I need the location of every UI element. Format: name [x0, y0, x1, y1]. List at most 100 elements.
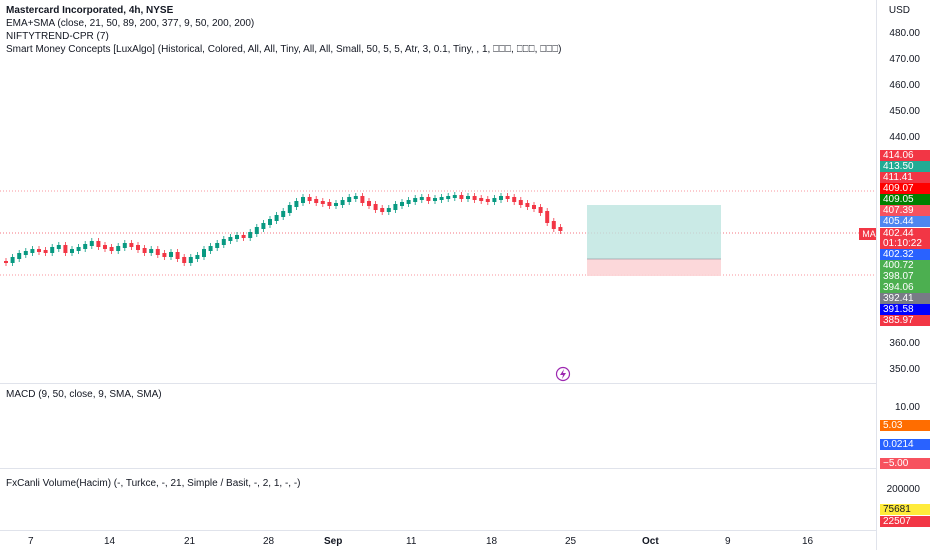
- candle-body: [439, 197, 444, 200]
- candle-body: [479, 198, 484, 201]
- price-tick: 480.00: [889, 28, 920, 39]
- candle-body: [386, 208, 391, 212]
- candle-body: [314, 199, 319, 203]
- candle-body: [30, 249, 35, 253]
- macd-legend[interactable]: MACD (9, 50, close, 9, SMA, SMA): [6, 389, 162, 400]
- candle-body: [96, 241, 101, 247]
- stop-loss-zone: [587, 259, 721, 276]
- symbol-title[interactable]: Mastercard Incorporated, 4h, NYSE: [6, 5, 174, 16]
- time-tick: 11: [406, 536, 417, 547]
- price-tag: 405.44: [880, 216, 930, 227]
- time-tick: 25: [565, 536, 577, 547]
- candle-body: [433, 198, 437, 201]
- candle-body: [136, 245, 140, 250]
- currency-label: USD: [888, 5, 910, 16]
- candles-group: [4, 192, 563, 266]
- pane-separator-volume[interactable]: [0, 468, 877, 469]
- candle-body: [142, 248, 147, 253]
- candle-body: [505, 196, 510, 199]
- time-axis[interactable]: [0, 530, 877, 551]
- candle-body: [327, 202, 332, 206]
- candle-body: [109, 247, 114, 251]
- candle-body: [116, 246, 121, 251]
- candle-body: [532, 205, 536, 209]
- candle-body: [103, 245, 107, 249]
- candle-body: [63, 245, 68, 253]
- price-tag: 409.05: [880, 194, 930, 205]
- candle-body: [347, 197, 352, 202]
- candle-body: [202, 249, 206, 257]
- indicator-ema-sma[interactable]: EMA+SMA (close, 21, 50, 89, 200, 377, 9,…: [6, 18, 255, 29]
- time-tick: Sep: [324, 536, 343, 547]
- candle-body: [413, 198, 418, 202]
- candle-body: [512, 197, 517, 202]
- candle-body: [340, 200, 345, 205]
- volume-tag: 75681: [880, 504, 930, 515]
- price-tag: 407.39: [880, 205, 930, 216]
- volume-legend[interactable]: FxCanli Volume(Hacim) (-, Turkce, -, 21,…: [6, 478, 301, 489]
- candle-body: [50, 247, 55, 253]
- candle-body: [558, 227, 563, 231]
- candle-body: [268, 219, 272, 225]
- price-tick: 470.00: [889, 54, 920, 65]
- time-tick: 9: [725, 536, 731, 547]
- indicator-niftytrend[interactable]: NIFTYTREND-CPR (7): [6, 31, 109, 42]
- time-tick: Oct: [642, 536, 659, 547]
- candle-body: [353, 196, 358, 199]
- candle-body: [70, 249, 74, 253]
- candle-body: [23, 251, 28, 255]
- candle-body: [373, 204, 378, 210]
- main-price-chart[interactable]: [0, 0, 877, 383]
- candle-body: [76, 247, 81, 251]
- candle-body: [301, 197, 305, 203]
- chart-legend: Mastercard Incorporated, 4h, NYSE EMA+SM…: [6, 4, 562, 56]
- price-tag: 394.06: [880, 282, 930, 293]
- candle-body: [400, 202, 404, 206]
- candle-body: [228, 237, 233, 241]
- candle-body: [525, 203, 530, 207]
- price-tag: 414.06: [880, 150, 930, 161]
- candle-body: [499, 196, 503, 200]
- candle-body: [208, 246, 213, 251]
- price-tick: 460.00: [889, 80, 920, 91]
- macd-tag: 5.03: [880, 420, 930, 431]
- candle-body: [122, 243, 127, 248]
- volume-tag: 22507: [880, 516, 930, 527]
- price-axis[interactable]: USD 480.00 470.00 460.00 450.00 440.00 3…: [876, 0, 932, 550]
- candle-body: [518, 200, 523, 205]
- candle-body: [419, 197, 424, 200]
- candle-body: [182, 257, 187, 263]
- candle-body: [307, 197, 312, 201]
- candle-body: [162, 253, 167, 257]
- indicator-smc[interactable]: Smart Money Concepts [LuxAlgo] (Historic…: [6, 44, 562, 55]
- candle-body: [492, 198, 497, 202]
- candle-body: [195, 255, 200, 259]
- time-tick: 14: [104, 536, 116, 547]
- ma-label[interactable]: MA: [859, 228, 879, 240]
- price-tick: 360.00: [889, 338, 920, 349]
- candle-body: [320, 201, 325, 204]
- candle-body: [215, 243, 220, 248]
- candle-body: [360, 196, 365, 203]
- candle-body: [466, 196, 470, 199]
- candle-body: [485, 199, 490, 202]
- candle-body: [188, 257, 193, 263]
- price-tick: 450.00: [889, 106, 920, 117]
- candle-body: [89, 241, 94, 246]
- candle-body: [551, 221, 556, 229]
- candle-body: [4, 261, 8, 263]
- time-tick: 16: [802, 536, 814, 547]
- candle-body: [248, 232, 253, 238]
- candle-body: [287, 205, 292, 213]
- candle-body: [261, 223, 266, 229]
- time-tick: 28: [263, 536, 275, 547]
- volume-axis-tick: 200000: [886, 484, 920, 495]
- candle-body: [367, 201, 371, 206]
- candle-body: [334, 203, 338, 206]
- candle-body: [83, 244, 88, 249]
- pane-separator-macd[interactable]: [0, 383, 877, 384]
- candle-body: [452, 195, 457, 198]
- macd-tag: 0.0214: [880, 439, 930, 450]
- candle-body: [17, 253, 22, 259]
- candle-body: [149, 249, 154, 253]
